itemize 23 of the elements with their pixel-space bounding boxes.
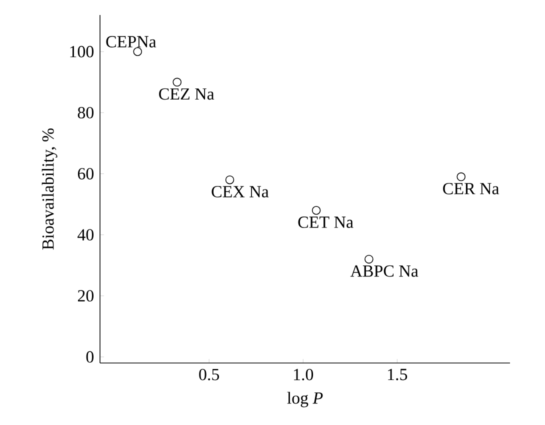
point <box>225 175 234 184</box>
point <box>133 47 142 56</box>
point <box>312 206 321 215</box>
annotation: CEX Na <box>212 186 269 198</box>
annotation: CEZ Na <box>159 88 214 100</box>
y-tick-label: 0 <box>86 351 94 363</box>
y-axis-title: Bioavailability, % <box>42 128 58 250</box>
x-axis-title: log P <box>287 392 323 408</box>
y-tick-label: 60 <box>78 168 94 180</box>
y-tick-label: 40 <box>78 229 94 241</box>
x-tick-label: 1.5 <box>388 368 408 380</box>
point <box>364 254 374 264</box>
annotation: CEPNa <box>106 36 156 48</box>
y-tick-label: 100 <box>70 46 94 58</box>
point <box>456 172 466 182</box>
y-tick-label: 20 <box>78 290 94 302</box>
x-tick-label: 1.0 <box>294 368 314 380</box>
x-tick-label: 0.5 <box>199 368 220 380</box>
annotation: ABPC Na <box>350 265 418 277</box>
annotation: CET Na <box>298 216 354 228</box>
point <box>172 78 182 87</box>
y-tick-label: 80 <box>78 106 94 118</box>
annotation: CER Na <box>443 182 500 194</box>
